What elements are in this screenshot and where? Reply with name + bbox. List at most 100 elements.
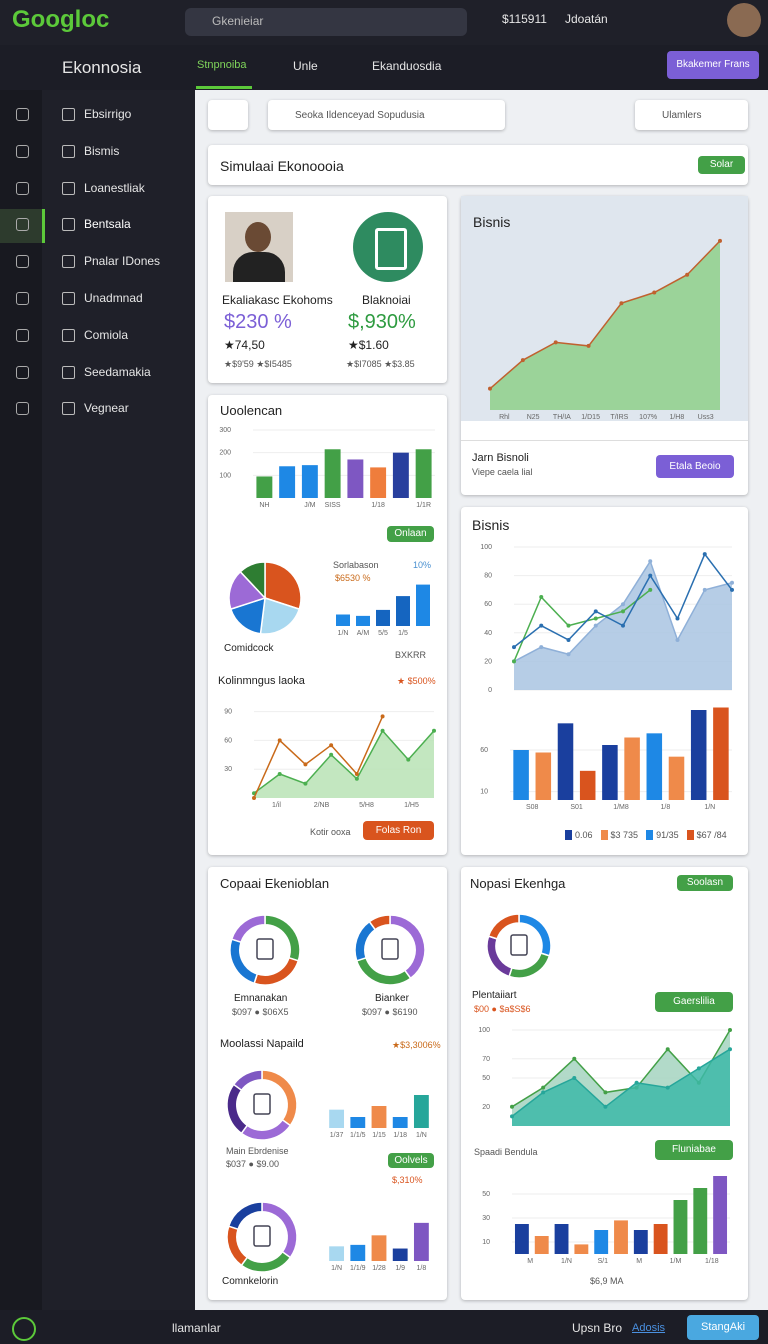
y-tick-label: 100 bbox=[219, 472, 231, 479]
bar bbox=[614, 1220, 628, 1254]
caption: Jarn Bisnoli bbox=[472, 452, 529, 464]
x-tick-label: 1/5 bbox=[398, 630, 408, 637]
bar-chart: 10 30 50 M 1/N S/1 M 1/M 1/18 bbox=[482, 1176, 730, 1265]
status-icon[interactable] bbox=[12, 1317, 36, 1341]
x-tick-label: A/M bbox=[357, 630, 370, 637]
point bbox=[593, 623, 598, 628]
point bbox=[619, 301, 624, 306]
section-title: Ekonnosia bbox=[62, 58, 142, 77]
sidebar-item[interactable]: Bentsala bbox=[84, 217, 131, 232]
y-tick-label: 40 bbox=[484, 630, 492, 637]
line bbox=[489, 240, 721, 390]
x-tick-label: N25 bbox=[527, 414, 540, 421]
line-legend: Kotir ooxa bbox=[310, 827, 351, 837]
y-tick-label: 70 bbox=[482, 1056, 490, 1063]
point bbox=[329, 752, 334, 757]
point bbox=[329, 743, 334, 748]
bar bbox=[514, 1224, 529, 1254]
header-button[interactable]: Solar bbox=[698, 156, 745, 174]
point bbox=[354, 772, 359, 776]
bar-chart: 1/37 1/1/5 1/15 1/18 1/N bbox=[329, 1095, 429, 1139]
sidebar-item[interactable]: Pnalar IDones bbox=[84, 254, 161, 269]
point bbox=[432, 728, 436, 733]
card-button[interactable]: Gaerslilia bbox=[655, 992, 733, 1012]
donut-chart bbox=[486, 913, 552, 979]
filter[interactable] bbox=[635, 100, 748, 130]
point bbox=[648, 587, 653, 592]
bar bbox=[336, 614, 350, 626]
card-button[interactable]: Etala Beoio bbox=[656, 455, 734, 478]
point bbox=[512, 645, 516, 650]
y-tick-label: 50 bbox=[482, 1075, 490, 1082]
bar bbox=[324, 449, 341, 498]
point bbox=[685, 272, 690, 277]
link[interactable]: Adosis bbox=[632, 1322, 666, 1334]
donut-label: Comnkelorin bbox=[222, 1276, 279, 1287]
sidebar-item[interactable]: Unadmnad bbox=[84, 291, 143, 305]
donut-label: Bianker bbox=[375, 993, 409, 1004]
card-button[interactable]: Folas Ron bbox=[363, 821, 434, 840]
x-tick-label: 1/1/5 bbox=[350, 1132, 366, 1139]
x-tick-label: M bbox=[527, 1258, 533, 1265]
profile-name: Blaknoiai bbox=[362, 293, 411, 307]
sidebar-item[interactable]: Loanestliak bbox=[84, 180, 145, 195]
caption-sub: Viepe caela lial bbox=[472, 467, 533, 477]
donut-legend: $097 ● $6190 bbox=[362, 1007, 418, 1017]
filter-text: Ulamlers bbox=[662, 110, 702, 121]
sidebar-item[interactable]: Vegnear bbox=[84, 401, 129, 416]
sidebar-icon bbox=[62, 365, 75, 379]
bar bbox=[301, 465, 318, 498]
card-button[interactable]: Fluniabae bbox=[655, 1140, 733, 1160]
section-title: Moolassi Napaild bbox=[220, 1038, 304, 1050]
avatar[interactable] bbox=[727, 3, 761, 37]
donut-legend: $037 ● $9.00 bbox=[226, 1159, 279, 1169]
bar bbox=[329, 1246, 345, 1261]
line bbox=[511, 1048, 731, 1117]
point bbox=[252, 796, 256, 800]
x-tick-label: 1/9 bbox=[395, 1265, 405, 1272]
tab[interactable]: Ekanduosdia bbox=[372, 59, 442, 73]
point bbox=[634, 1080, 639, 1085]
search-box[interactable] bbox=[185, 8, 467, 36]
profile-stats: ★$I7085 ★$3.85 bbox=[346, 359, 415, 369]
point bbox=[665, 1085, 670, 1090]
search-field[interactable] bbox=[268, 100, 505, 130]
tab[interactable]: Stnpnoiba bbox=[197, 59, 247, 71]
bottom-button[interactable]: StangAki bbox=[687, 1315, 759, 1340]
line bbox=[253, 716, 384, 799]
pie-value: $6530 % bbox=[335, 573, 371, 583]
card-button[interactable]: Onlaan bbox=[387, 526, 434, 542]
point bbox=[718, 238, 722, 243]
home-button[interactable] bbox=[208, 100, 248, 130]
bar bbox=[329, 1109, 345, 1128]
profile-rating: ★74,50 bbox=[224, 338, 265, 352]
donut-segment bbox=[230, 914, 266, 944]
card-button[interactable]: Oolvels bbox=[388, 1153, 434, 1168]
card-button[interactable]: Soolasn bbox=[677, 875, 733, 891]
bar bbox=[535, 752, 552, 800]
sidebar-item[interactable]: Comiola bbox=[84, 327, 129, 342]
y-tick-label: 20 bbox=[482, 1104, 490, 1111]
rail-icon bbox=[16, 255, 29, 269]
sidebar-item[interactable]: Ebsirrigo bbox=[84, 107, 132, 121]
bar bbox=[350, 1117, 366, 1128]
logo[interactable]: Googloc bbox=[12, 6, 110, 33]
x-tick-label: 5/5 bbox=[378, 630, 388, 637]
legend: $6,9 MA bbox=[590, 1276, 624, 1286]
tab[interactable]: Unle bbox=[293, 59, 318, 73]
y-tick-label: 60 bbox=[224, 737, 232, 744]
y-tick-label: 0 bbox=[488, 687, 492, 694]
x-tick-label: 1/N bbox=[338, 630, 349, 637]
point bbox=[572, 1076, 577, 1080]
sidebar-item[interactable]: Seedamakia bbox=[84, 364, 151, 379]
x-tick-label: 1/15 bbox=[372, 1132, 386, 1139]
x-tick-label: 1/N bbox=[416, 1132, 427, 1139]
point bbox=[603, 1104, 608, 1109]
bar bbox=[396, 596, 410, 626]
clipboard-icon bbox=[510, 934, 528, 956]
nav-button[interactable]: Bkakemer Frans bbox=[667, 51, 759, 79]
sidebar-item[interactable]: Bismis bbox=[84, 143, 120, 158]
search-text: Seoka Ildenceyad Sopudusia bbox=[295, 110, 425, 121]
profile-photo bbox=[225, 212, 293, 282]
